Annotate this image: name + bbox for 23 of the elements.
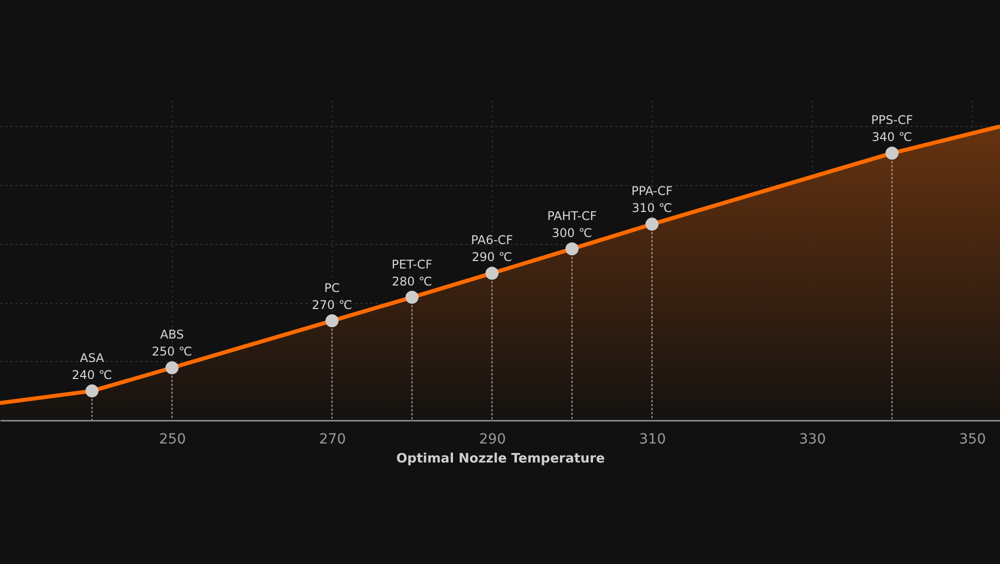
annotation: PC 270 ℃ [312,280,352,312]
annotation: PPS-CF 340 ℃ [871,113,913,144]
point [85,384,99,398]
annotation: PA6-CF 290 ℃ [471,233,514,264]
point [885,146,899,160]
x-tick-label: 290 [479,432,506,448]
annotation: PPA-CF 310 ℃ [631,184,673,216]
point [565,242,579,256]
annotation: ASA 240 ℃ [72,350,112,382]
x-tick-label: 270 [319,432,346,448]
point [325,314,339,328]
annotation: PAHT-CF 300 ℃ [547,208,597,240]
point [485,266,499,280]
point [645,218,659,231]
annotation: ABS 250 ℃ [152,328,192,359]
point [405,290,419,304]
x-tick-label: 250 [159,432,186,448]
x-tick-label: 350 [959,432,986,448]
point [165,361,179,374]
x-axis-title: Optimal Nozzle Temperature [396,452,605,466]
x-tick-label: 330 [799,432,826,448]
annotation: PET-CF 280 ℃ [392,257,432,288]
x-tick-label: 310 [639,432,666,448]
